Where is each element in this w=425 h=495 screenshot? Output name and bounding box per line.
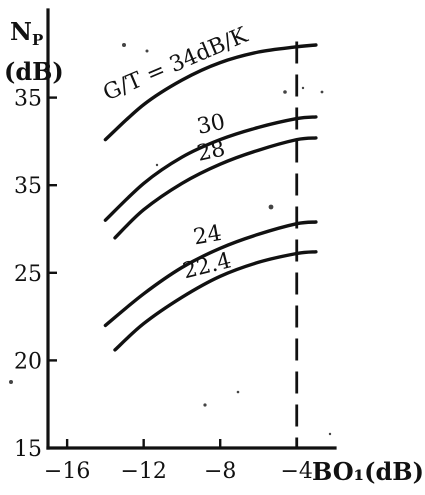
- y-tick-label: 15: [14, 437, 42, 462]
- series-curve: [103, 43, 318, 142]
- series-curve: [103, 115, 318, 222]
- series-curves: [103, 43, 318, 352]
- scan-speck: [320, 90, 324, 94]
- y-axis-title-sub: P: [32, 31, 43, 49]
- series-curve: [113, 136, 318, 240]
- scan-speck: [328, 432, 332, 436]
- x-tick-label: −16: [44, 459, 90, 484]
- series-curve: [103, 220, 318, 328]
- axes: [46, 8, 337, 450]
- series-label: 30: [195, 110, 228, 140]
- x-tick-label: −8: [204, 459, 236, 484]
- scan-speck: [9, 380, 13, 384]
- y-tick-label: 25: [14, 262, 42, 287]
- y-tick-label: 35: [14, 174, 42, 199]
- series-label: 22.4: [180, 248, 234, 284]
- series-label: 24: [192, 221, 224, 250]
- axis-tick-labels: −16 −12 −8 −4 15 20 25 35 35: [14, 87, 313, 484]
- axis-ticks: [48, 96, 298, 450]
- series-label: G/T = 34dB/K: [100, 23, 252, 106]
- x-tick-label: −4: [281, 459, 313, 484]
- scan-speck: [145, 49, 149, 53]
- x-tick-label: −12: [120, 459, 166, 484]
- y-axis-title-main: N: [10, 17, 32, 46]
- y-axis-title: NP: [10, 17, 43, 49]
- scan-speck: [301, 86, 305, 90]
- scan-speck: [203, 403, 207, 407]
- scan-specks: [9, 43, 332, 436]
- scan-speck: [155, 163, 159, 167]
- series-label: 28: [195, 137, 228, 167]
- scan-speck: [236, 390, 240, 394]
- scan-speck: [268, 204, 274, 210]
- scan-speck: [122, 43, 126, 47]
- y-axis-unit: (dB): [4, 57, 64, 86]
- series-curve: [113, 250, 318, 352]
- y-tick-label: 20: [14, 349, 42, 374]
- x-axis-title: BO₁(dB): [312, 457, 424, 486]
- scan-speck: [283, 90, 287, 94]
- y-tick-label: 35: [14, 87, 42, 112]
